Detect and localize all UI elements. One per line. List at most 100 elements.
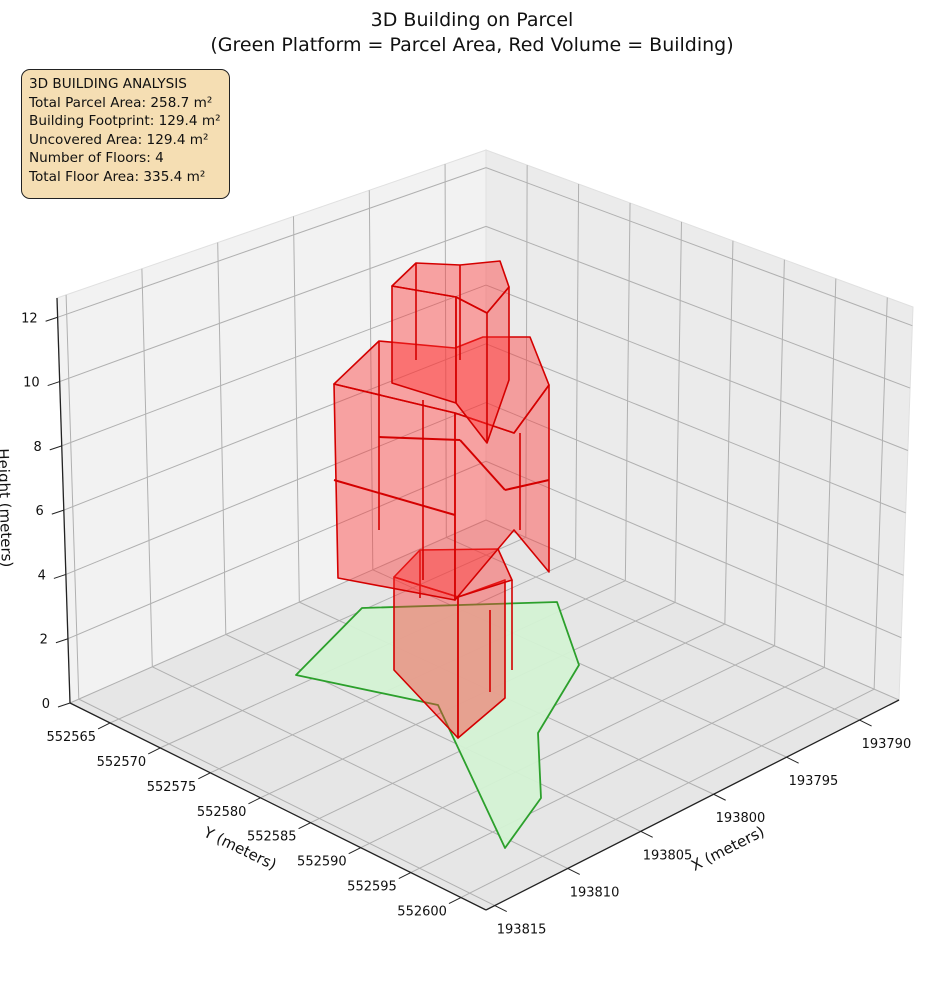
- y-axis-ticks: 5525655525705525755525805525855525905525…: [46, 722, 462, 920]
- grid-line-x: [292, 216, 300, 603]
- grid-line-x: [368, 190, 374, 570]
- analysis-info-box: 3D BUILDING ANALYSIS Total Parcel Area: …: [21, 69, 230, 199]
- grid-line-x: [217, 242, 227, 635]
- x-axis-line: [485, 699, 900, 911]
- grid-line-y: [360, 645, 775, 849]
- y-axis-line: [69, 702, 487, 911]
- y-tick-mark: [298, 822, 311, 830]
- grid-line-x: [446, 537, 860, 721]
- grid-left: [57, 164, 487, 704]
- building-tier-lower-side: [457, 579, 506, 739]
- y-tick-mark: [398, 872, 412, 880]
- z-axis-line: [56, 297, 71, 704]
- info-line-parcel-area: Total Parcel Area: 258.7 m²: [29, 94, 213, 111]
- grid-line-z: [485, 225, 911, 389]
- z-tick-mark: [51, 509, 64, 515]
- x-tick-mark: [786, 756, 799, 764]
- chart-title: 3D Building on Parcel: [371, 9, 574, 31]
- grid-line-y: [724, 240, 734, 625]
- grid-line-x: [444, 164, 447, 538]
- x-tick-label: 193805: [643, 848, 693, 863]
- z-tick-label: 2: [40, 633, 48, 648]
- z-axis-ticks: 0 2 4 6 8 10 12: [21, 311, 71, 712]
- grid-line-x: [225, 634, 641, 832]
- y-tick-mark: [198, 772, 211, 780]
- grid-line-z: [485, 167, 913, 327]
- grid-line-y: [525, 165, 528, 538]
- info-line-floor-area: Total Floor Area: 335.4 m²: [29, 168, 206, 185]
- x-tick-label: 193800: [716, 811, 766, 826]
- y-tick-mark: [147, 747, 161, 755]
- z-tick-label: 8: [33, 440, 41, 455]
- z-tick-mark: [49, 445, 62, 451]
- grid-line-y: [109, 536, 527, 724]
- building-tier-mid-top: [333, 336, 550, 434]
- building-volume: [333, 260, 550, 739]
- grid-line-x: [141, 268, 153, 667]
- grid-line-z: [57, 167, 487, 318]
- z-tick-label: 12: [21, 311, 38, 326]
- y-tick-mark: [248, 797, 261, 805]
- z-tick-label: 4: [38, 568, 46, 583]
- building-tier-mid-front: [333, 383, 456, 601]
- x-tick-label: 193815: [497, 923, 547, 938]
- grid-line-y: [873, 297, 888, 690]
- x-tick-label: 193795: [789, 774, 839, 789]
- z-tick-mark: [45, 316, 58, 322]
- grid-line-z: [69, 519, 487, 704]
- y-tick-label: 552585: [247, 830, 297, 845]
- info-line-floors: Number of Floors: 4: [29, 150, 164, 167]
- y-tick-mark: [348, 847, 361, 855]
- grid-line-y: [575, 184, 580, 560]
- y-tick-label: 552580: [197, 805, 247, 820]
- y-tick-label: 552575: [147, 780, 197, 795]
- x-axis-label: X (meters): [688, 822, 767, 874]
- grid-line-z: [65, 402, 487, 575]
- z-tick-mark: [47, 381, 60, 387]
- x-tick-mark: [640, 830, 653, 838]
- building-tier-upper-front: [391, 285, 457, 404]
- grid-line-z: [485, 343, 906, 514]
- grid-line-z: [59, 225, 487, 383]
- grid-line-z: [485, 460, 902, 639]
- z-tick-label: 0: [42, 697, 50, 712]
- x-tick-mark: [567, 867, 580, 875]
- z-axis-label: Height (meters): [0, 448, 16, 568]
- grid-line-x: [65, 294, 80, 700]
- grid-line-y: [823, 278, 837, 668]
- z-tick-mark: [57, 702, 71, 708]
- chart-subtitle: (Green Platform = Parcel Area, Red Volum…: [210, 34, 733, 56]
- x-tick-label: 193810: [570, 885, 620, 900]
- grid-line-y: [774, 259, 785, 646]
- info-line-footprint: Building Footprint: 129.4 m²: [29, 113, 221, 130]
- grid-line-x: [78, 698, 495, 906]
- z-tick-mark: [55, 638, 69, 644]
- x-tick-mark: [713, 793, 726, 801]
- grid-line-y: [624, 202, 631, 581]
- y-tick-label: 552590: [297, 855, 347, 870]
- y-tick-label: 552595: [347, 880, 397, 895]
- grid-line-y: [674, 221, 682, 603]
- grid-line-z: [485, 284, 909, 451]
- x-tick-mark: [859, 719, 872, 727]
- parcel-polygon: [295, 601, 580, 849]
- grid-line-y: [410, 667, 825, 874]
- y-tick-label: 552565: [46, 730, 96, 745]
- grid-right: [485, 165, 913, 701]
- grid-line-x: [372, 569, 787, 758]
- building-tier-upper-top: [391, 260, 510, 314]
- y-tick-label: 552570: [97, 755, 147, 770]
- y-tick-label: 552600: [397, 905, 447, 920]
- grid-line-z: [67, 460, 487, 640]
- z-tick-mark: [53, 573, 67, 579]
- z-tick-label: 10: [23, 376, 40, 391]
- grid-line-z: [485, 402, 904, 576]
- info-line-heading: 3D BUILDING ANALYSIS: [29, 76, 187, 92]
- z-tick-label: 6: [36, 504, 44, 519]
- y-tick-mark: [448, 897, 462, 904]
- x-tick-label: 193790: [862, 737, 912, 752]
- y-tick-mark: [97, 722, 111, 730]
- info-line-uncovered: Uncovered Area: 129.4 m²: [29, 131, 209, 148]
- x-tick-mark: [494, 905, 507, 912]
